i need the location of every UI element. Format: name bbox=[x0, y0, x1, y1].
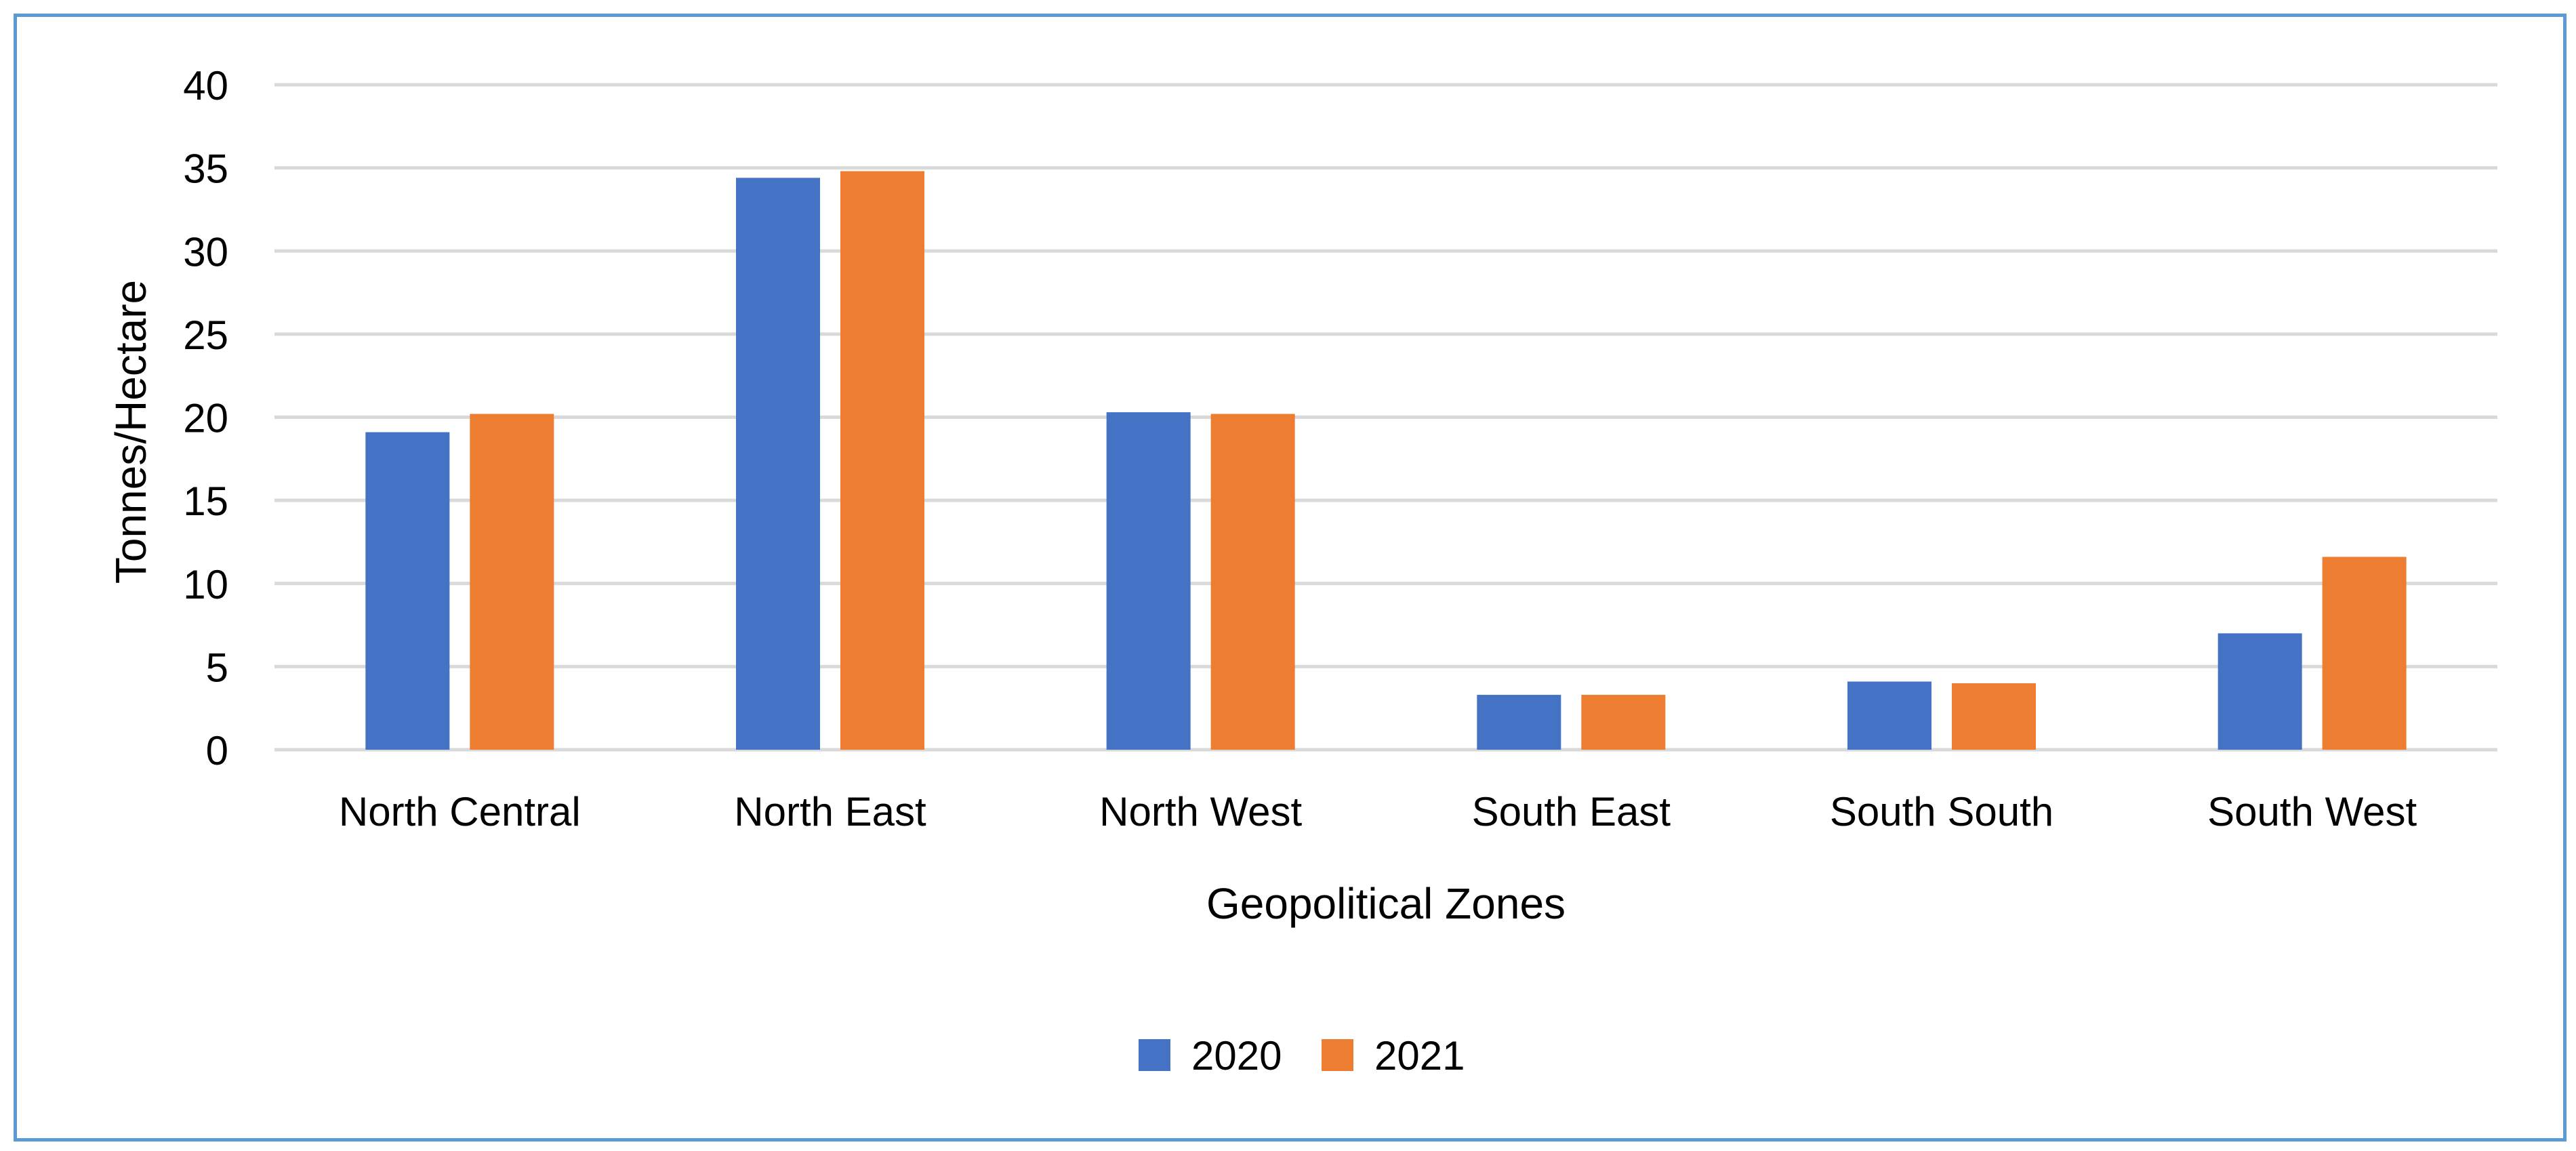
legend-label-2020: 2020 bbox=[1191, 1033, 1282, 1078]
y-tick-label: 15 bbox=[183, 479, 228, 524]
bar-2021-north-east bbox=[840, 171, 924, 750]
legend-label-2021: 2021 bbox=[1374, 1033, 1465, 1078]
x-axis-categories: North Central North East North West South E… bbox=[339, 789, 2417, 834]
bar-2021-north-central bbox=[470, 413, 554, 750]
x-category-label: South South bbox=[1830, 789, 2053, 834]
bars bbox=[365, 171, 2407, 750]
legend-swatch-2021 bbox=[1322, 1039, 1353, 1071]
y-tick-label: 40 bbox=[183, 63, 228, 108]
bar-2021-south-south bbox=[1952, 683, 2036, 750]
bar-2021-north-west bbox=[1210, 413, 1295, 750]
chart-frame: 0 5 10 15 20 25 30 35 40 North Central North East… bbox=[14, 14, 2567, 1142]
x-category-label: North Central bbox=[339, 789, 581, 834]
grid-lines bbox=[274, 83, 2497, 752]
bar-2020-north-east bbox=[736, 178, 820, 750]
bar-2020-south-west bbox=[2217, 633, 2302, 750]
bar-2021-south-east bbox=[1581, 695, 1666, 750]
x-category-label: South West bbox=[2207, 789, 2417, 834]
bar-2020-north-central bbox=[365, 432, 450, 750]
legend: 2020 2021 bbox=[1139, 1033, 1465, 1078]
y-tick-label: 10 bbox=[183, 562, 228, 607]
y-axis-title: Tonnes/Hectare bbox=[106, 280, 155, 584]
x-category-label: South East bbox=[1472, 789, 1671, 834]
legend-swatch-2020 bbox=[1139, 1039, 1170, 1071]
bar-chart: 0 5 10 15 20 25 30 35 40 North Central North East… bbox=[106, 63, 2497, 1078]
y-tick-label: 30 bbox=[183, 229, 228, 275]
bar-2021-south-west bbox=[2322, 557, 2407, 750]
x-axis-title: Geopolitical Zones bbox=[1206, 879, 1566, 928]
y-tick-label: 20 bbox=[183, 396, 228, 441]
y-tick-label: 35 bbox=[183, 146, 228, 192]
y-tick-label: 25 bbox=[183, 312, 228, 358]
x-category-label: North West bbox=[1099, 789, 1302, 834]
y-axis-ticks: 0 5 10 15 20 25 30 35 40 bbox=[183, 63, 228, 773]
y-tick-label: 0 bbox=[206, 728, 228, 773]
bar-2020-south-south bbox=[1847, 681, 1931, 750]
x-category-label: North East bbox=[734, 789, 926, 834]
bar-2020-north-west bbox=[1106, 412, 1191, 750]
bar-2020-south-east bbox=[1477, 695, 1561, 750]
y-tick-label: 5 bbox=[206, 645, 228, 690]
